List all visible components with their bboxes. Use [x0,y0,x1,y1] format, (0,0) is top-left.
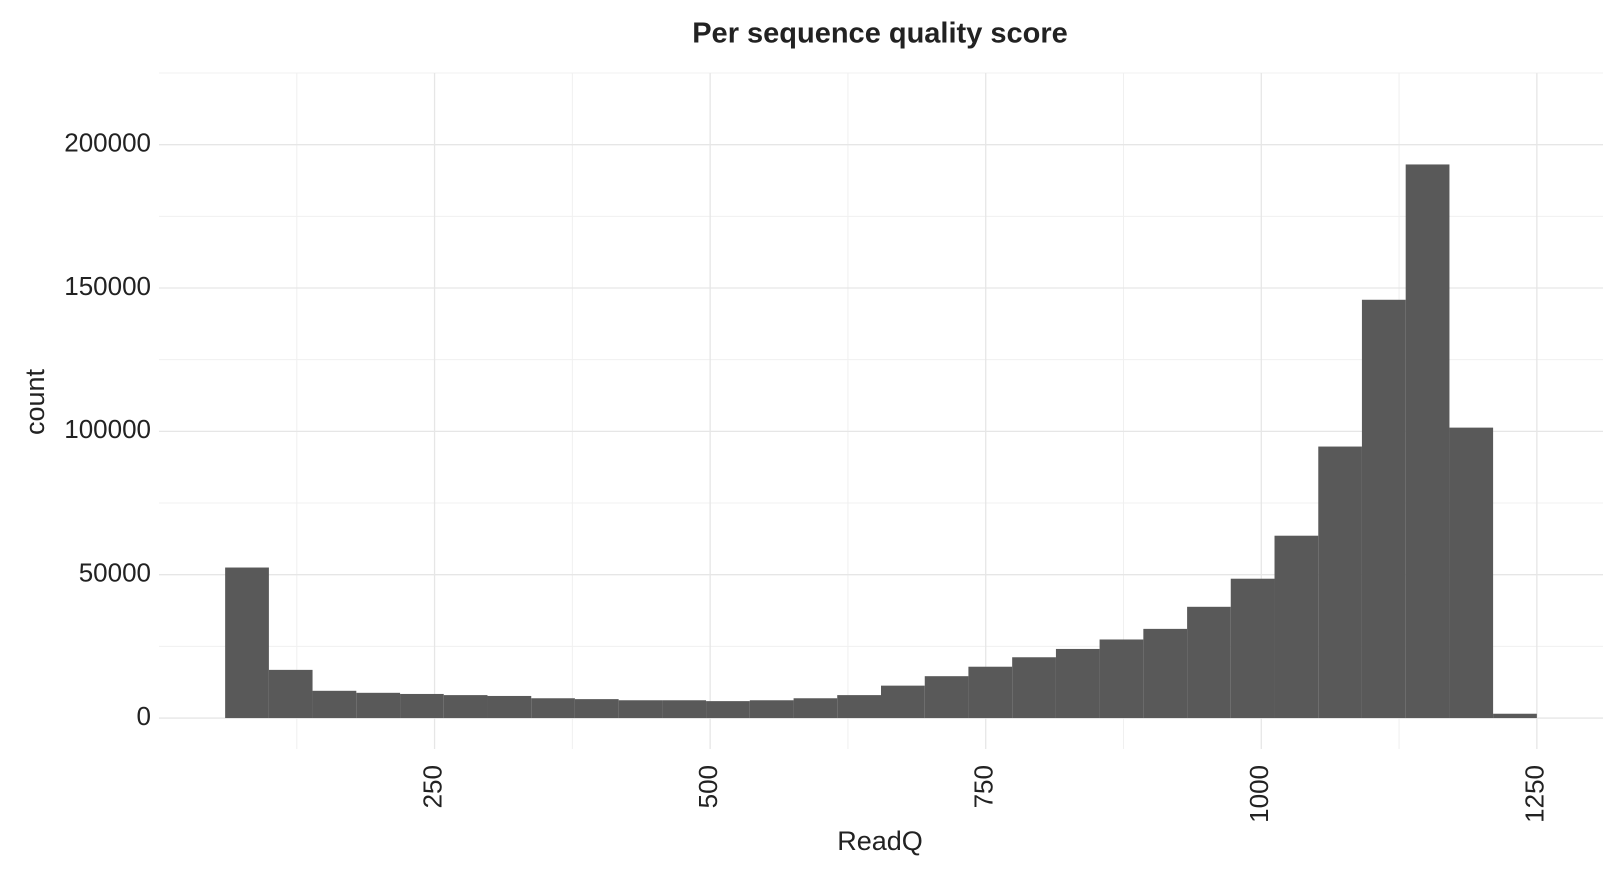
y-tick-label: 100000 [64,414,151,444]
bar [1449,427,1494,719]
bar [1493,713,1537,719]
bar [1187,606,1231,719]
bar [1318,446,1362,719]
bar [924,676,969,719]
bar [749,700,794,719]
bar [1230,578,1275,719]
bar [268,669,313,719]
bar [400,693,444,719]
bar [793,698,838,719]
x-tick-label: 1000 [1244,765,1274,823]
y-tick-label: 0 [137,701,151,731]
bar [1361,299,1406,719]
bar [1099,639,1144,719]
x-tick-label: 750 [969,765,999,808]
bar [706,701,750,719]
y-tick-label: 50000 [79,558,151,588]
bar [1012,657,1056,719]
bar [662,700,707,719]
x-tick-label: 500 [693,765,723,808]
bar [574,699,619,719]
y-axis-label: count [20,368,50,435]
bar [1055,648,1100,719]
y-tick-label: 150000 [64,271,151,301]
bar [881,685,925,719]
bar [618,700,663,719]
x-tick-label: 1250 [1520,765,1550,823]
bar [487,695,532,719]
bar [443,695,488,719]
chart-title: Per sequence quality score [692,18,1068,50]
bar [1405,164,1450,719]
x-tick-label: 250 [417,765,447,808]
bar [837,695,881,719]
x-axis-label: ReadQ [837,826,923,856]
bar [1274,535,1319,719]
bar [1143,628,1188,719]
bar [531,698,575,719]
bar [225,567,269,719]
bar [356,692,401,719]
y-tick-label: 200000 [64,128,151,158]
bar [312,690,357,719]
bar [968,666,1013,719]
